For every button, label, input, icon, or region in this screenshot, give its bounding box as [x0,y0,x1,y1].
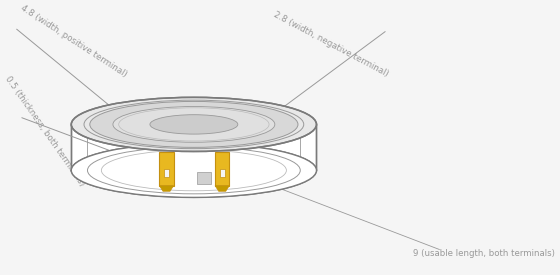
Ellipse shape [87,147,300,194]
Bar [160,172,174,184]
Bar [197,172,211,184]
Ellipse shape [90,101,298,147]
Text: 9 (usable length, both terminals): 9 (usable length, both terminals) [413,249,556,258]
Text: 0.5 (thickness, both terminals): 0.5 (thickness, both terminals) [3,74,87,188]
Bar [160,152,174,186]
Bar [164,169,169,177]
Bar [220,169,225,177]
Ellipse shape [71,143,316,197]
Polygon shape [215,186,229,191]
Polygon shape [160,186,174,191]
Ellipse shape [150,115,238,134]
Text: 4.8 (width, positive terminal): 4.8 (width, positive terminal) [18,4,128,79]
Bar [215,152,229,186]
Ellipse shape [71,143,316,197]
Text: 2.8 (width, negative terminal): 2.8 (width, negative terminal) [272,10,390,78]
Ellipse shape [101,150,286,191]
Ellipse shape [71,97,316,152]
Polygon shape [71,97,316,170]
Ellipse shape [113,106,275,142]
